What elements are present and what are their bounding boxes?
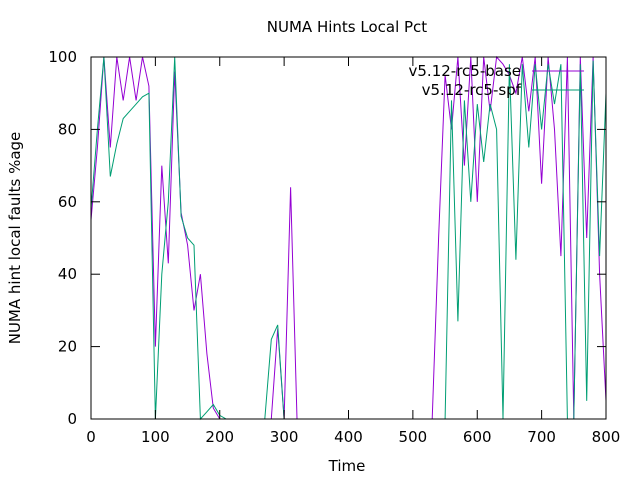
y-tick-label: 60 xyxy=(58,193,77,211)
y-tick-label: 0 xyxy=(67,410,77,428)
y-tick-label: 100 xyxy=(48,48,77,66)
legend-label: v5.12-rc5-spf xyxy=(422,81,522,99)
series-line-v5.12-rc5-base xyxy=(90,55,607,420)
x-tick-label: 300 xyxy=(270,428,299,446)
x-tick-label: 800 xyxy=(592,428,621,446)
series-layer xyxy=(90,55,607,421)
x-tick-label: 200 xyxy=(205,428,234,446)
x-tick-label: 400 xyxy=(334,428,363,446)
legend-label: v5.12-rc5-base xyxy=(409,62,522,80)
x-tick-label: 600 xyxy=(463,428,492,446)
y-tick-label: 20 xyxy=(58,338,77,356)
y-tick-label: 80 xyxy=(58,120,77,138)
chart-title: NUMA Hints Local Pct xyxy=(267,18,428,36)
x-tick-label: 500 xyxy=(399,428,428,446)
x-tick-label: 700 xyxy=(527,428,556,446)
x-tick-label: 100 xyxy=(141,428,170,446)
y-axis-label: NUMA hint local faults %age xyxy=(6,132,24,345)
y-tick-label: 40 xyxy=(58,265,77,283)
x-tick-label: 0 xyxy=(86,428,96,446)
ticks-layer: 0 100 200 300 400 500 600 700 800 0 20 40 60 80 100 xyxy=(48,48,620,446)
x-axis-label: Time xyxy=(328,457,366,475)
